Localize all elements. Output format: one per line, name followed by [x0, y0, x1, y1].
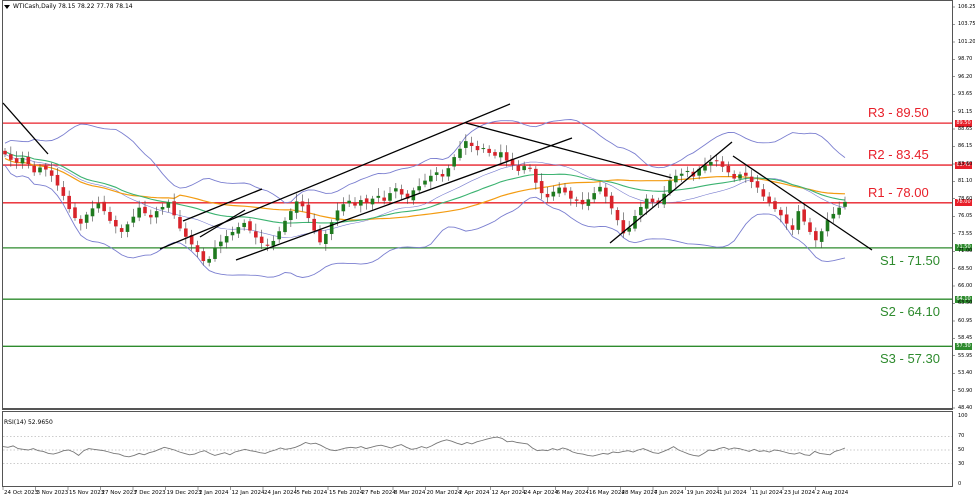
date-tick-label: 27 Nov 2023: [101, 490, 137, 496]
date-tick-label: 12 Apr 2024: [491, 490, 526, 496]
price-tick-label: 86.15: [958, 143, 973, 150]
price-tick-label: 76.05: [958, 213, 973, 220]
date-tick-label: 12 Jan 2024: [231, 490, 265, 496]
trend-line[interactable]: [199, 209, 246, 238]
date-tick-label: 2 Jan 2024: [199, 490, 229, 496]
level-label-r3: R3 - 89.50: [868, 105, 929, 121]
bollinger-upper-band: [4, 119, 846, 204]
rsi-tick-label: 50: [958, 447, 965, 453]
bollinger-middle-band: [4, 154, 846, 239]
trend-line[interactable]: [609, 141, 733, 244]
level-price-tag: 64.10: [955, 295, 972, 303]
date-tick-label: 28 May 2024: [621, 490, 658, 496]
date-tick-label: 16 May 2024: [589, 490, 625, 496]
date-tick-label: 2 Aug 2024: [816, 490, 849, 496]
date-tick-label: 24 Jan 2024: [264, 490, 297, 496]
price-tick-label: 71.00: [958, 248, 973, 255]
price-tick-label: 91.15: [958, 108, 973, 115]
date-tick-label: 1 Jul 2024: [719, 490, 747, 496]
symbol-ohlc-text: WTICash,Daily 78.15 78.22 77.78 78.14: [13, 3, 133, 10]
rsi-tick-label: 70: [958, 433, 965, 440]
price-tick-label: 66.00: [958, 283, 973, 289]
price-tick-label: 101.20: [958, 39, 975, 45]
slow-moving-average: [4, 157, 846, 221]
price-tick-label: 103.75: [958, 21, 975, 28]
price-tick-label: 73.55: [958, 230, 973, 237]
level-label-s1: S1 - 71.50: [880, 252, 940, 268]
date-tick-label: 15 Nov 2023: [69, 490, 105, 496]
level-price-tag: 78.00: [955, 199, 972, 207]
bollinger-lower-band: [4, 165, 846, 278]
price-tick-label: 78.60: [958, 195, 973, 202]
date-tick-label: 23 Jul 2024: [784, 490, 816, 496]
rsi-tick-label: 30: [958, 460, 965, 467]
rsi-tick-label: 100: [958, 413, 968, 419]
rsi-indicator-label: RSI(14) 52.9650: [4, 419, 53, 426]
price-tick-label: 63.50: [958, 300, 973, 307]
price-tick-label: 93.65: [958, 91, 973, 98]
price-tick-label: 55.95: [958, 352, 973, 359]
price-tick-label: 58.45: [958, 335, 973, 342]
price-tick-label: 53.40: [958, 370, 973, 377]
rsi-line: [2, 436, 846, 458]
trend-line[interactable]: [235, 137, 573, 261]
date-tick-label: 20 Mar 2024: [426, 490, 462, 496]
collapse-triangle-icon[interactable]: [4, 4, 10, 9]
date-tick-label: 24 Apr 2024: [524, 490, 559, 496]
date-tick-label: 24 Oct 2023: [4, 490, 39, 496]
date-tick-label: 8 Mar 2024: [394, 490, 426, 496]
date-tick-label: 7 Jun 2024: [654, 490, 684, 496]
date-tick-label: 7 Dec 2023: [134, 490, 166, 496]
price-tick-label: 60.95: [958, 318, 973, 324]
level-price-tag: 71.50: [955, 244, 972, 252]
trend-line[interactable]: [2, 102, 49, 155]
date-tick-label: 11 Jul 2024: [751, 490, 783, 496]
rsi-tick-label: 0: [958, 481, 962, 487]
level-label-s3: S3 - 57.30: [880, 351, 940, 367]
level-label-s2: S2 - 64.10: [880, 304, 940, 320]
date-tick-label: 19 Dec 2023: [166, 490, 202, 496]
price-tick-label: 106.25: [958, 4, 975, 10]
price-tick-label: 48.40: [958, 405, 973, 411]
trend-line[interactable]: [732, 155, 873, 251]
date-tick-label: 5 Feb 2024: [296, 490, 328, 496]
level-label-r1: R1 - 78.00: [868, 184, 929, 200]
trend-line[interactable]: [182, 188, 263, 222]
level-label-r2: R2 - 83.45: [868, 147, 929, 163]
price-tick-label: 83.60: [958, 161, 973, 167]
candlesticks: [3, 134, 847, 267]
price-tick-label: 68.50: [958, 265, 973, 272]
price-tick-label: 96.20: [958, 73, 973, 80]
date-tick-label: 27 Feb 2024: [361, 490, 396, 496]
price-tick-label: 98.70: [958, 56, 973, 63]
price-tick-label: 88.65: [958, 125, 973, 132]
trend-line[interactable]: [159, 103, 511, 250]
date-tick-label: 2 Apr 2024: [459, 490, 490, 496]
date-tick-label: 15 Feb 2024: [329, 490, 364, 496]
rsi-panel-frame: [2, 411, 953, 487]
level-price-tag: 83.45: [955, 161, 972, 169]
level-price-tag: 89.50: [955, 119, 972, 127]
trend-line[interactable]: [465, 122, 673, 179]
date-tick-label: 3 Nov 2023: [36, 490, 69, 496]
date-tick-label: 19 Jun 2024: [686, 490, 720, 496]
fast-moving-average: [4, 151, 846, 224]
date-tick-label: 6 May 2024: [556, 490, 589, 496]
price-tick-label: 50.90: [958, 387, 973, 394]
level-price-tag: 57.30: [955, 342, 972, 350]
symbol-header: WTICash,Daily 78.15 78.22 77.78 78.14: [4, 3, 133, 10]
price-tick-label: 81.10: [958, 178, 973, 185]
